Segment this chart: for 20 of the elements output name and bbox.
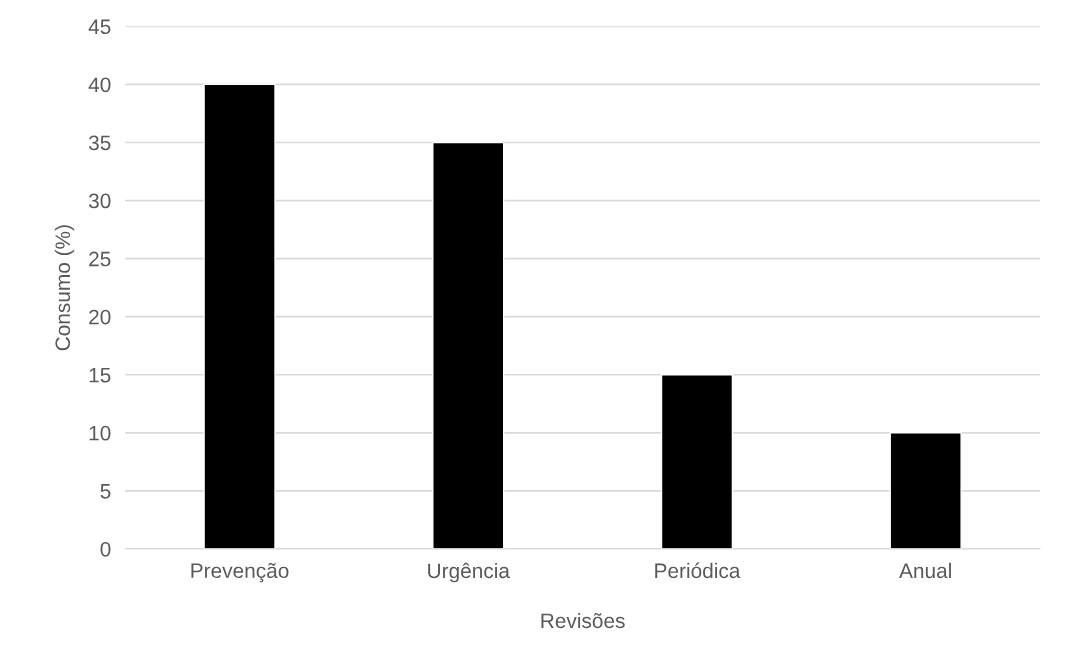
y-tick-label: 5 bbox=[100, 484, 111, 499]
y-tick-label: 0 bbox=[100, 541, 111, 557]
y-axis-title: Consumo (%) bbox=[54, 225, 75, 351]
bar bbox=[432, 141, 505, 549]
y-tick-label: 40 bbox=[88, 77, 111, 93]
x-tick-label: Anual bbox=[899, 562, 951, 579]
bar bbox=[889, 432, 962, 549]
bar bbox=[203, 83, 276, 549]
y-tick-label: 10 bbox=[89, 425, 111, 441]
x-tick-label: Prevenção bbox=[191, 562, 289, 583]
y-tick-label: 35 bbox=[88, 135, 111, 151]
y-tick-label: 20 bbox=[89, 309, 111, 325]
bar bbox=[660, 374, 734, 549]
y-tick-label: 15 bbox=[89, 367, 111, 383]
x-axis-title: Revisões bbox=[541, 612, 625, 629]
y-tick-label: 30 bbox=[88, 193, 111, 209]
y-tick-label: 45 bbox=[88, 19, 111, 35]
y-tick-label: 25 bbox=[89, 251, 111, 267]
x-tick-label: Urgência bbox=[428, 562, 510, 583]
x-tick-label: Periódica bbox=[655, 562, 741, 579]
